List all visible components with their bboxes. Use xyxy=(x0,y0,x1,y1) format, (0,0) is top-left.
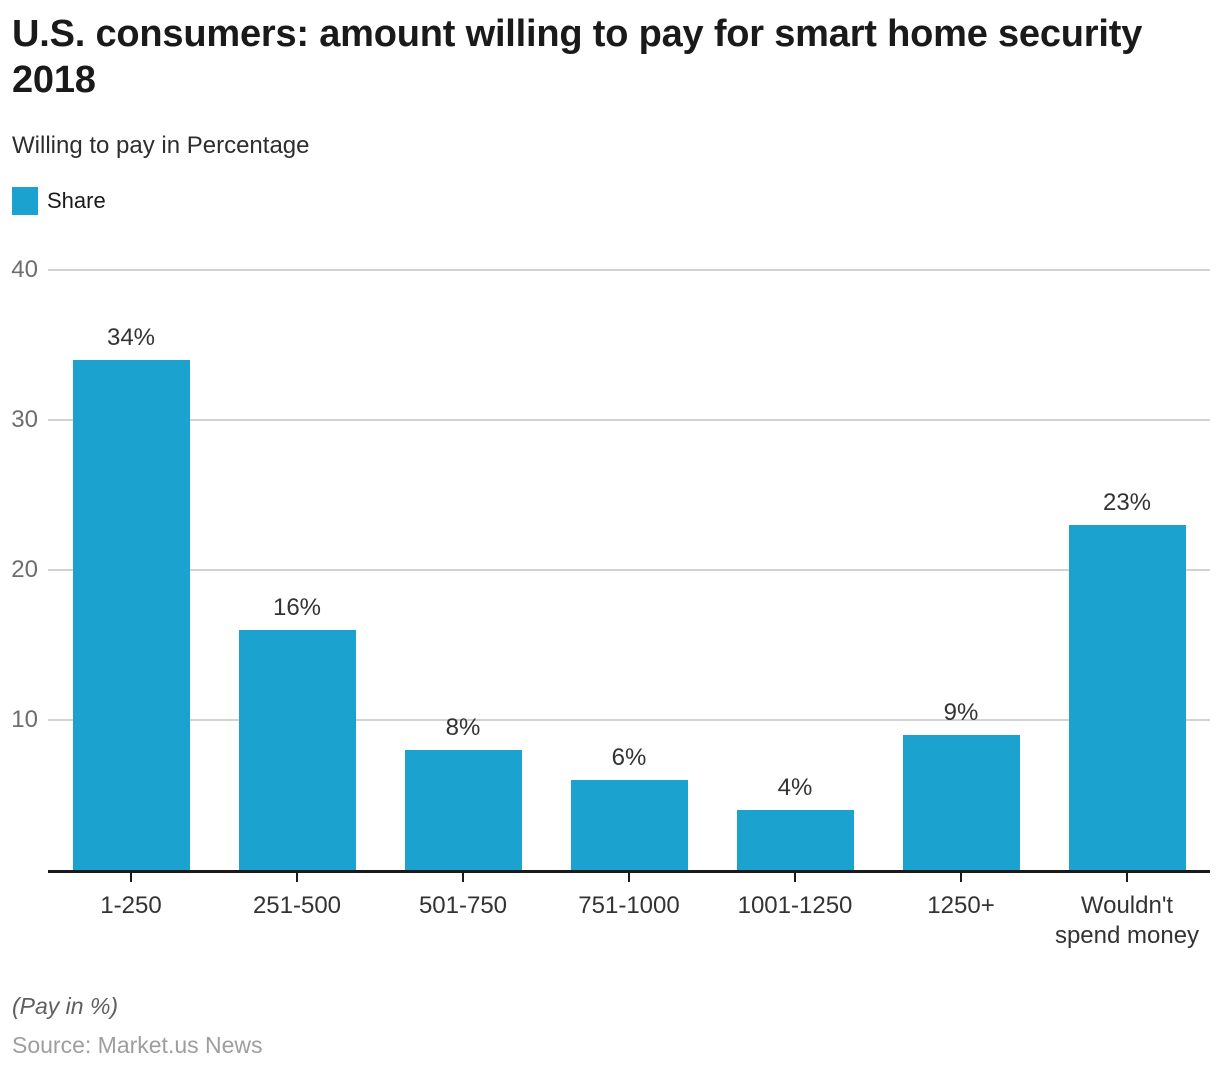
bar-value-label: 23% xyxy=(1102,489,1152,516)
x-axis-category-label: 251-500 xyxy=(252,892,342,919)
legend-label-share: Share xyxy=(47,188,106,213)
x-axis-tick xyxy=(628,873,630,882)
gridline-30 xyxy=(48,419,1210,421)
chart-title: U.S. consumers: amount willing to pay fo… xyxy=(12,13,1143,101)
bar-cell: 4% xyxy=(712,240,878,873)
bar-cell: 23% xyxy=(1044,240,1210,873)
bar xyxy=(570,780,688,870)
x-axis-category-label: 1-250 xyxy=(100,892,162,919)
x-axis-category-label: Wouldn't spend money xyxy=(1054,892,1200,949)
x-label-cell: 751-1000 xyxy=(546,873,712,951)
x-axis-tick xyxy=(1126,873,1128,882)
bar xyxy=(404,750,522,870)
x-label-cell: 1250+ xyxy=(878,873,1044,951)
bar-value-label: 9% xyxy=(943,699,979,726)
x-axis-tick xyxy=(462,873,464,882)
bar-value-label: 6% xyxy=(611,744,647,771)
x-label-cell: 1001-1250 xyxy=(712,873,878,951)
gridline-10 xyxy=(48,719,1210,721)
footnote: (Pay in %) xyxy=(12,993,119,1019)
plot-area: 34% 16% 8% 6% 4% 9% 23% 40 30 20 10 xyxy=(11,240,1210,873)
x-label-cell: 1-250 xyxy=(48,873,214,951)
x-axis-tick xyxy=(296,873,298,882)
bar-value-label: 34% xyxy=(106,324,156,351)
x-axis-tick xyxy=(960,873,962,882)
source-credit: Source: Market.us News xyxy=(12,1032,263,1058)
x-axis-tick xyxy=(794,873,796,882)
bar-value-label: 16% xyxy=(272,594,322,621)
x-axis-category-label: 751-1000 xyxy=(578,892,680,919)
bars-row: 34% 16% 8% 6% 4% 9% 23% xyxy=(48,240,1210,873)
x-axis-line xyxy=(48,870,1210,873)
bar xyxy=(902,735,1020,870)
legend-swatch-share xyxy=(12,187,38,215)
x-axis-category-label: 1001-1250 xyxy=(737,892,853,919)
bar-value-label: 4% xyxy=(777,774,813,801)
bar-cell: 16% xyxy=(214,240,380,873)
bar xyxy=(736,810,854,870)
gridline-40 xyxy=(48,269,1210,271)
gridline-20 xyxy=(48,569,1210,571)
bar xyxy=(72,360,190,870)
x-axis-category-label: 1250+ xyxy=(927,892,995,919)
y-tick-label-10: 10 xyxy=(11,706,38,733)
bar-cell: 6% xyxy=(546,240,712,873)
chart-subtitle: Willing to pay in Percentage xyxy=(12,132,310,159)
y-tick-label-40: 40 xyxy=(11,256,38,283)
x-axis-labels: 1-250 251-500 501-750 751-1000 1001-1250 1250… xyxy=(48,873,1210,951)
bar-cell: 8% xyxy=(380,240,546,873)
y-tick-label-20: 20 xyxy=(11,556,38,583)
legend: Share xyxy=(12,187,106,215)
y-tick-label-30: 30 xyxy=(11,406,38,433)
bar-cell: 9% xyxy=(878,240,1044,873)
x-label-cell: 501-750 xyxy=(380,873,546,951)
x-label-cell: Wouldn't spend money xyxy=(1044,873,1210,951)
bar-value-label: 8% xyxy=(445,714,481,741)
x-label-cell: 251-500 xyxy=(214,873,380,951)
bar-cell: 34% xyxy=(48,240,214,873)
bar xyxy=(1068,525,1186,870)
x-axis-tick xyxy=(130,873,132,882)
bar xyxy=(238,630,356,870)
x-axis-category-label: 501-750 xyxy=(418,892,508,919)
